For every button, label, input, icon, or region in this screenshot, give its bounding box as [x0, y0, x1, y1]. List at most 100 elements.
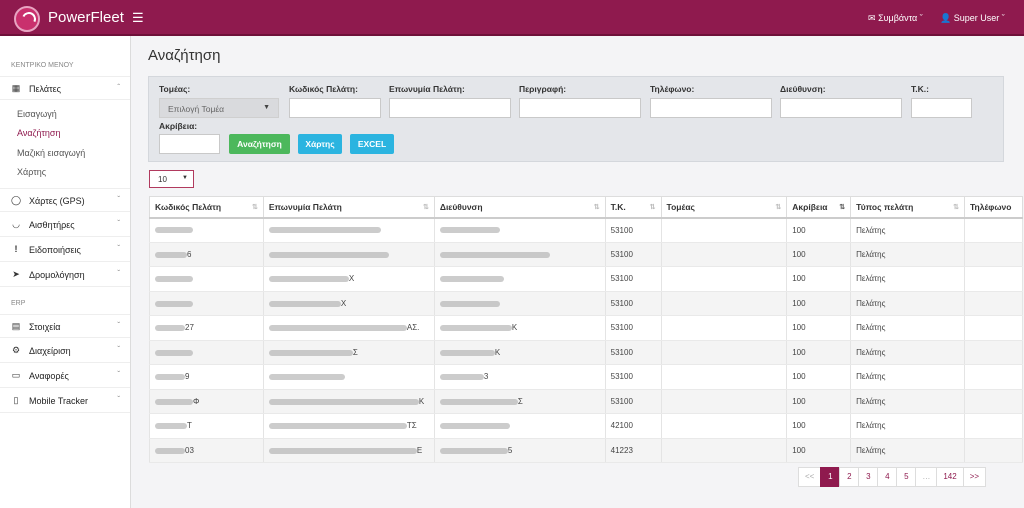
column-header-sector[interactable]: Τομέας ⇅	[660, 196, 788, 219]
sidebar-item-data[interactable]: ▤ Στοιχεία ˇ	[0, 314, 130, 338]
chevron-up-icon: ˆ	[117, 83, 120, 92]
events-dropdown[interactable]: ✉ Συμβάντα ˇ	[868, 13, 923, 24]
pagination-page-ellipsis[interactable]: …	[915, 467, 938, 487]
cell-customer-code	[149, 217, 264, 243]
table-row[interactable]: Σ Κ 53100 100 Πελάτης	[149, 340, 1024, 365]
cell-customer-type-text: Πελάτης	[856, 249, 886, 259]
table-row[interactable]: Φ Κ Σ 53100 100 Πελάτης	[149, 389, 1024, 414]
cell-customer-type-text: Πελάτης	[856, 298, 886, 308]
sidebar-item-gps-maps[interactable]: ◯ Χάρτες (GPS) ˇ	[0, 188, 130, 212]
cell-accuracy-text: 100	[792, 298, 806, 308]
column-header-accuracy[interactable]: Ακρίβεια ⇅	[786, 196, 852, 219]
chevron-down-icon: ˇ	[117, 219, 120, 228]
pagination-next-button[interactable]: >>	[962, 467, 987, 487]
pagination-page-2[interactable]: 2	[839, 467, 860, 487]
cell-address	[433, 413, 606, 439]
sector-select-value: Επιλογή Τομέα	[168, 104, 225, 114]
cell-customer-name-text: Χ	[348, 274, 355, 284]
pagination-page-4[interactable]: 4	[877, 467, 898, 487]
table-row[interactable]: 27 ΑΣ. Κ 53100 100 Πελάτης	[149, 315, 1024, 341]
cell-zip: 53100	[604, 389, 662, 414]
pagination-page-142[interactable]: 142	[936, 467, 964, 487]
page-size-value: 10	[158, 175, 167, 184]
cell-customer-type-text: Πελάτης	[856, 445, 886, 455]
cell-customer-name	[262, 217, 435, 243]
cell-accuracy: 100	[786, 340, 852, 365]
table-row[interactable]: Χ 53100 100 Πελάτης	[149, 266, 1024, 292]
sidebar-item-management[interactable]: ⚙ Διαχείριση ˇ	[0, 339, 130, 363]
table-row[interactable]: Χ 53100 100 Πελάτης	[149, 291, 1024, 316]
cell-accuracy-text: 100	[792, 323, 806, 333]
sidebar-subitem-import[interactable]: Εισαγωγή	[17, 109, 57, 119]
table-row[interactable]: Τ ΤΣ 42100 100 Πελάτης	[149, 413, 1024, 439]
sidebar-item-reports[interactable]: ▭ Αναφορές ˇ	[0, 364, 130, 388]
powerfleet-logo-icon[interactable]	[14, 6, 40, 32]
page-size-select[interactable]: 10 ▼	[149, 170, 194, 188]
zip-input[interactable]	[911, 98, 972, 118]
redacted-text	[155, 447, 185, 454]
sector-select[interactable]: Επιλογή Τομέα ▼	[159, 98, 279, 118]
column-header-zip[interactable]: Τ.Κ. ⇅	[604, 196, 662, 219]
address-input[interactable]	[780, 98, 902, 118]
cell-customer-type-text: Πελάτης	[856, 372, 886, 382]
cell-sector	[660, 315, 788, 341]
sidebar-item-mobile-tracker[interactable]: ▯ Mobile Tracker ˇ	[0, 389, 130, 413]
phone-input[interactable]	[650, 98, 772, 118]
user-dropdown[interactable]: 👤 Super User ˇ	[940, 13, 1005, 24]
sidebar-subitem-search[interactable]: Αναζήτηση	[17, 128, 61, 138]
column-header-address[interactable]: Διεύθυνση ⇅	[433, 196, 606, 219]
cell-phone	[963, 315, 1024, 341]
cell-zip-text: 42100	[610, 421, 633, 431]
excel-button[interactable]: EXCEL	[350, 134, 394, 154]
table-row[interactable]: 53100 100 Πελάτης	[149, 217, 1024, 243]
hamburger-icon[interactable]: ☰	[132, 10, 144, 25]
page-title: Αναζήτηση	[148, 47, 221, 64]
map-button[interactable]: Χάρτης	[298, 134, 342, 154]
sidebar-item-customers[interactable]: ▦ Πελάτες ˆ	[0, 76, 130, 100]
accuracy-input[interactable]	[159, 134, 220, 154]
cell-customer-type: Πελάτης	[850, 315, 965, 341]
cell-accuracy: 100	[786, 217, 852, 243]
column-header-name[interactable]: Επωνυμία Πελάτη ⇅	[262, 196, 435, 219]
customer-name-label: Επωνυμία Πελάτη:	[389, 84, 465, 94]
sidebar-subitem-map[interactable]: Χάρτης	[17, 167, 47, 177]
customer-name-input[interactable]	[389, 98, 511, 118]
pagination-prev-button[interactable]: <<	[798, 467, 822, 487]
brand-name[interactable]: PowerFleet	[48, 9, 124, 26]
sidebar-item-sensors[interactable]: ◡ Αισθητήρες ˇ	[0, 213, 130, 237]
sidebar-item-label: Πελάτες	[29, 84, 61, 94]
redacted-text	[268, 447, 417, 454]
pagination-page-3[interactable]: 3	[858, 467, 879, 487]
search-button[interactable]: Αναζήτηση	[229, 134, 290, 154]
column-header-phone[interactable]: Τηλέφωνο	[963, 196, 1024, 219]
table-row[interactable]: 6 53100 100 Πελάτης	[149, 242, 1024, 267]
description-input[interactable]	[519, 98, 641, 118]
sidebar-subitem-bulk-import[interactable]: Μαζική εισαγωγή	[17, 148, 86, 158]
section-erp: ERP	[11, 300, 26, 307]
cell-zip: 53100	[604, 266, 662, 292]
envelope-icon: ✉	[868, 13, 876, 23]
cell-address-text: Κ	[511, 323, 518, 333]
exclamation-icon: !	[14, 244, 18, 254]
pagination-page-5[interactable]: 5	[896, 467, 917, 487]
sidebar-item-routing[interactable]: ➤ Δρομολόγηση ˇ	[0, 263, 130, 287]
table-row[interactable]: 03 Ε 5 41223 100 Πελάτης	[149, 438, 1024, 463]
column-header-customer-type[interactable]: Τύπος πελάτη ⇅	[850, 196, 965, 219]
cell-address-text: 5	[507, 445, 513, 455]
sidebar-item-label: Χάρτες (GPS)	[29, 196, 85, 206]
cell-customer-name: ΑΣ.	[262, 315, 435, 341]
column-header-code[interactable]: Κωδικός Πελάτη ⇅	[149, 196, 264, 219]
sidebar-item-notifications[interactable]: ! Ειδοποιήσεις ˇ	[0, 238, 130, 262]
sort-icon: ⇅	[953, 204, 959, 211]
table-row[interactable]: 9 3 53100 100 Πελάτης	[149, 364, 1024, 390]
cell-customer-code-text: 9	[185, 372, 190, 382]
redacted-text	[439, 325, 512, 332]
pagination-page-1[interactable]: 1	[820, 467, 841, 487]
customer-code-input[interactable]	[289, 98, 381, 118]
cell-zip: 53100	[604, 242, 662, 267]
cell-accuracy: 100	[786, 266, 852, 292]
cell-accuracy: 100	[786, 315, 852, 341]
chevron-down-icon: ˇ	[117, 395, 120, 404]
chevron-down-icon: ˇ	[117, 345, 120, 354]
cell-customer-name-text: Κ	[418, 396, 425, 406]
